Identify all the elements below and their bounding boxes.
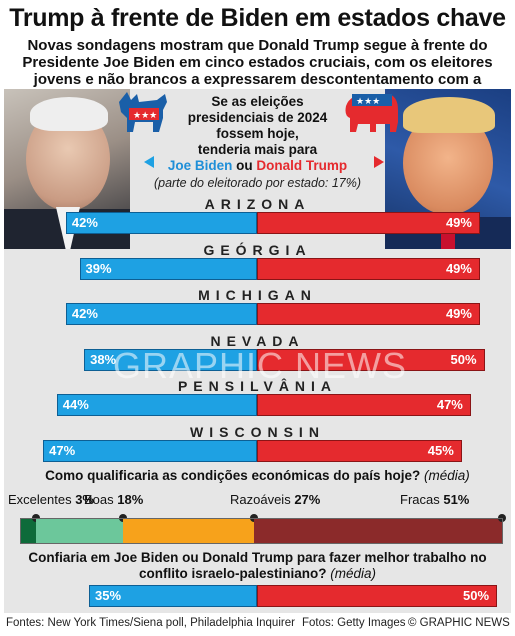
- economy-label: Razoáveis 27%: [230, 492, 321, 507]
- trump-value-label: 45%: [427, 442, 454, 458]
- conflict-question-text: Confiaria em Joe Biden ou Donald Trump p…: [28, 550, 487, 581]
- conflict-question: Confiaria em Joe Biden ou Donald Trump p…: [4, 550, 511, 582]
- trump-bar: [257, 394, 471, 416]
- biden-bar: [43, 439, 257, 462]
- economy-question-text: Como qualificaria as condições económica…: [45, 468, 413, 483]
- right-arrow-icon: [374, 156, 384, 168]
- question-line-1: Se as eleições: [211, 94, 304, 109]
- left-arrow-icon: [144, 156, 154, 168]
- biden-value-label: 47%: [49, 442, 76, 458]
- state-label: WISCONSIN: [190, 423, 325, 440]
- biden-hair: [30, 97, 108, 131]
- biden-bar: [79, 257, 257, 280]
- state-label: NEVADA: [210, 332, 305, 349]
- trump-bar: [257, 439, 462, 462]
- or-label: ou: [236, 158, 253, 173]
- question-line-4: tenderia mais para: [197, 142, 318, 157]
- watermark-text: GRAPHIC NEWS: [112, 345, 408, 386]
- democrat-donkey-icon: ★★★: [119, 92, 167, 132]
- conflict-trump-value: 50%: [463, 588, 490, 603]
- trump-value-label: 47%: [436, 397, 463, 412]
- page-title: Trump à frente de Biden em estados chave: [9, 4, 506, 32]
- biden-value-label: 38%: [90, 351, 117, 367]
- economy-question: Como qualificaria as condições económica…: [45, 468, 470, 483]
- state-label: ARIZONA: [204, 196, 311, 212]
- trump-value-label: 49%: [445, 215, 472, 230]
- state-label: MICHIGAN: [198, 287, 317, 303]
- trump-bar: [257, 303, 480, 325]
- footer-copyright: © GRAPHIC NEWS: [408, 617, 510, 629]
- electorate-note: (parte do eleitorado por estado: 17%): [153, 176, 362, 190]
- biden-bar: [65, 303, 257, 325]
- biden-bar: [84, 348, 257, 371]
- question-line-2: presidenciais de 2024: [187, 110, 328, 125]
- economy-segment-boas: [35, 519, 124, 543]
- economy-segment-fracas: [254, 519, 502, 543]
- conflict-question-note: (média): [330, 566, 377, 581]
- trump-bar: [257, 212, 480, 234]
- conflict-biden-value: 35%: [95, 588, 122, 603]
- svg-text:★★★: ★★★: [356, 97, 380, 107]
- economy-label: Boas 18%: [84, 492, 144, 507]
- biden-value-label: 39%: [85, 260, 112, 276]
- economy-bar-outline: [20, 518, 503, 544]
- trump-value-label: 49%: [445, 306, 472, 321]
- svg-text:★★★: ★★★: [133, 111, 157, 121]
- biden-bar: [56, 394, 257, 416]
- trump-value-label: 49%: [445, 260, 472, 276]
- trump-hair: [403, 97, 495, 133]
- economy-segment-razoáveis: [123, 519, 255, 543]
- trump-label: Donald Trump: [256, 158, 348, 173]
- economy-label: Fracas 51%: [400, 492, 470, 507]
- republican-elephant-icon: ★★★: [345, 94, 398, 132]
- biden-value-label: 44%: [62, 397, 89, 412]
- economy-segment-excelentes: [21, 519, 36, 543]
- conflict-trump-bar: [257, 585, 497, 607]
- conflict-biden-bar: [89, 585, 257, 607]
- state-label: PENSILVÂNIA: [177, 378, 338, 394]
- biden-label: Joe Biden: [167, 158, 233, 173]
- economy-label: Excelentes 3%: [8, 492, 94, 507]
- question-candidates: Joe Biden ou Donald Trump: [130, 158, 385, 174]
- biden-bar: [65, 212, 257, 234]
- trump-value-label: 50%: [450, 351, 477, 367]
- question-line-3: fossem hoje,: [216, 126, 299, 141]
- trump-bar: [257, 257, 480, 280]
- footer-sources: Fontes: New York Times/Siena poll, Phila…: [6, 617, 295, 629]
- biden-value-label: 42%: [71, 215, 98, 230]
- biden-value-label: 42%: [71, 306, 98, 321]
- footer-photos: Fotos: Getty Images: [302, 617, 406, 629]
- state-label: GEÓRGIA: [203, 241, 312, 258]
- economy-question-note: (média): [424, 468, 470, 483]
- trump-bar: [257, 348, 485, 371]
- poll-question: Se as eleições presidenciais de 2024 fos…: [130, 94, 385, 174]
